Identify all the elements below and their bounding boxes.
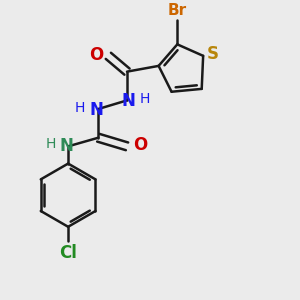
Text: H: H <box>46 137 56 151</box>
Text: O: O <box>89 46 103 64</box>
Text: S: S <box>207 45 219 63</box>
Text: Cl: Cl <box>59 244 77 262</box>
Text: N: N <box>90 100 104 118</box>
Text: H: H <box>140 92 150 106</box>
Text: N: N <box>122 92 135 110</box>
Text: H: H <box>75 100 86 115</box>
Text: N: N <box>60 137 74 155</box>
Text: O: O <box>133 136 147 154</box>
Text: Br: Br <box>168 3 187 18</box>
